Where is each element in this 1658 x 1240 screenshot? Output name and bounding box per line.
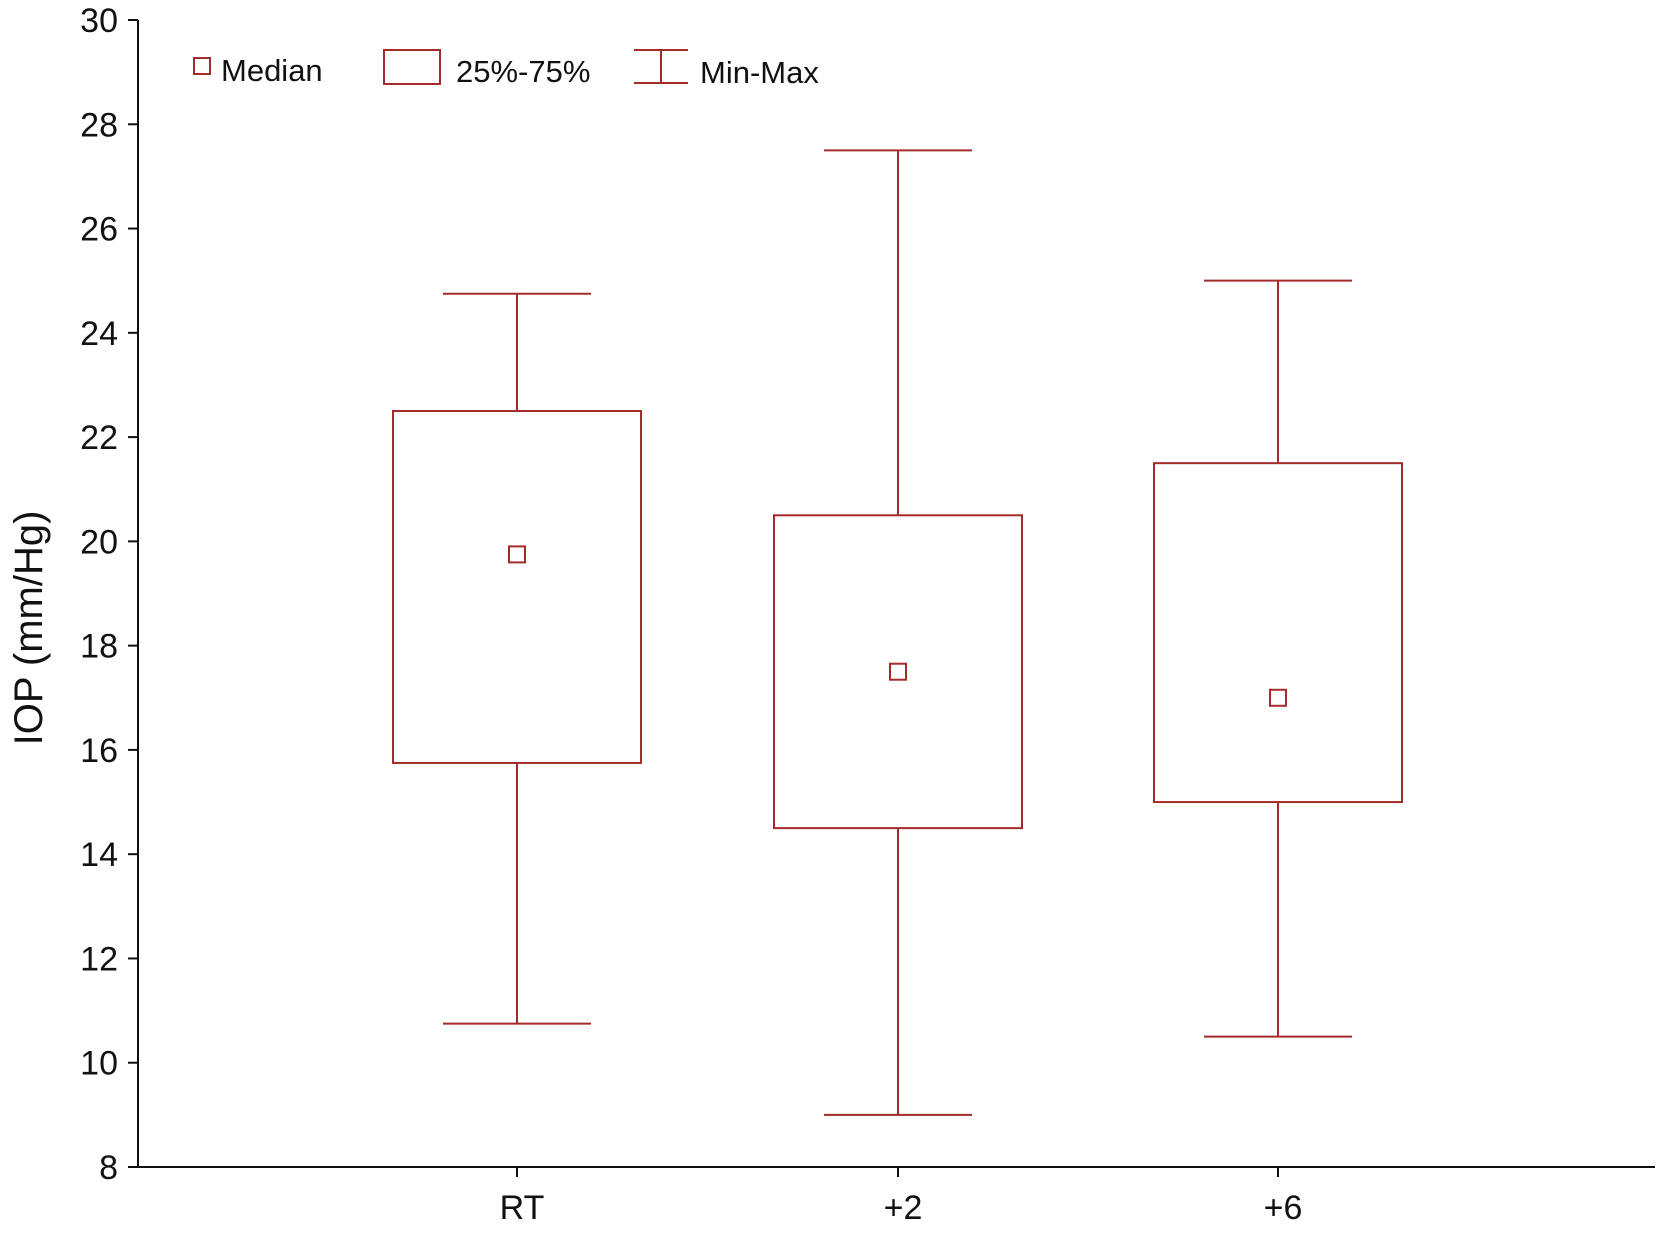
y-axis-title: IOP (mm/Hg) (7, 511, 51, 746)
iqr-box (1153, 462, 1403, 804)
iqr-box (392, 410, 642, 764)
legend-whisker-label: Min-Max (700, 55, 819, 90)
y-tick-label: 20 (80, 523, 118, 561)
y-tick-label: 18 (80, 628, 118, 666)
median-marker (889, 662, 907, 681)
y-tick-label: 30 (80, 2, 118, 40)
y-tick-label: 10 (80, 1045, 118, 1083)
x-tick-label: +6 (1264, 1189, 1303, 1227)
legend: Median 25%-75% Min-Max (193, 49, 819, 90)
y-tick-label: 26 (80, 211, 118, 249)
legend-median-symbol (193, 57, 211, 75)
boxes (392, 149, 1403, 1116)
box-group-+2 (773, 149, 1023, 1116)
median-marker (508, 545, 526, 564)
y-tick-label: 24 (80, 315, 118, 353)
box-group-RT (392, 292, 642, 1025)
y-tick-label: 28 (80, 106, 118, 144)
iqr-box (773, 514, 1023, 830)
y-tick-label: 8 (99, 1149, 118, 1187)
legend-box-label: 25%-75% (456, 54, 590, 89)
y-tick-label: 12 (80, 940, 118, 978)
y-tick-label: 22 (80, 419, 118, 457)
legend-box-symbol (383, 49, 441, 85)
y-tick-label: 16 (80, 732, 118, 770)
median-marker (1269, 688, 1287, 707)
legend-median-label: Median (221, 53, 323, 88)
axes: 8 10 12 14 16 18 20 22 24 26 28 30 RT +2 +6 (80, 2, 1655, 1227)
box-group-+6 (1153, 279, 1403, 1038)
x-tick-label: +2 (884, 1189, 923, 1227)
x-tick-label: RT (500, 1189, 545, 1227)
y-tick-label: 14 (80, 836, 118, 874)
